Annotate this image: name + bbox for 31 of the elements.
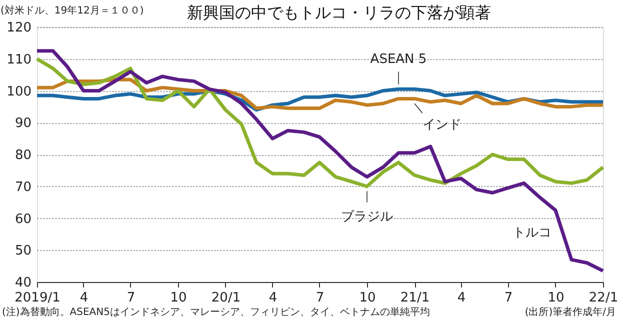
series-label: ASEAN 5 [370,52,427,68]
y-tick-label: 60 [14,212,32,227]
y-tick-label: 80 [14,148,32,163]
text: ブラジル [340,209,393,224]
line-series [35,49,605,273]
y-tick-label: 40 [14,276,32,290]
y-tick-label: 120 [6,20,32,36]
x-tick-label: 10 [170,290,187,306]
text: (出所)筆者作成年/月 [524,306,616,318]
series-label: インド [422,118,462,133]
x-tick-label: 7 [126,290,136,306]
x-tick-label: 20/1 [211,290,241,306]
y-tick-label: 100 [6,84,32,100]
y-axis-title: (対米ドル、19年12月＝１００) [0,4,144,16]
x-tick-label: 7 [316,290,324,306]
y-tick-label: 50 [14,244,32,259]
y-tick-label: 110 [6,52,32,68]
x-tick-label: 7 [504,290,513,306]
x-tick-label: 4 [268,290,278,306]
x-tick-label: 10 [359,290,376,306]
x-tick-label: 4 [457,290,466,306]
y-tick-label: 90 [14,116,32,132]
x-tick-label: 21/1 [400,290,430,306]
x-tick-label: 10 [548,290,564,306]
x-tick-label: 22/1 [588,290,618,306]
y-tick-label: 70 [14,180,32,195]
text: (注)為替動向。ASEAN5はインドネシア、マレーシア、フィリピン、タイ、ベトナムの単純平均 [2,306,430,318]
chart-title: 新興国の中でもトルコ・リラの下落が顕著 [187,3,491,22]
series-label: トルコ [512,225,552,240]
x-tick-label: 4 [80,290,88,306]
x-tick-label: 2019/1 [14,290,60,306]
